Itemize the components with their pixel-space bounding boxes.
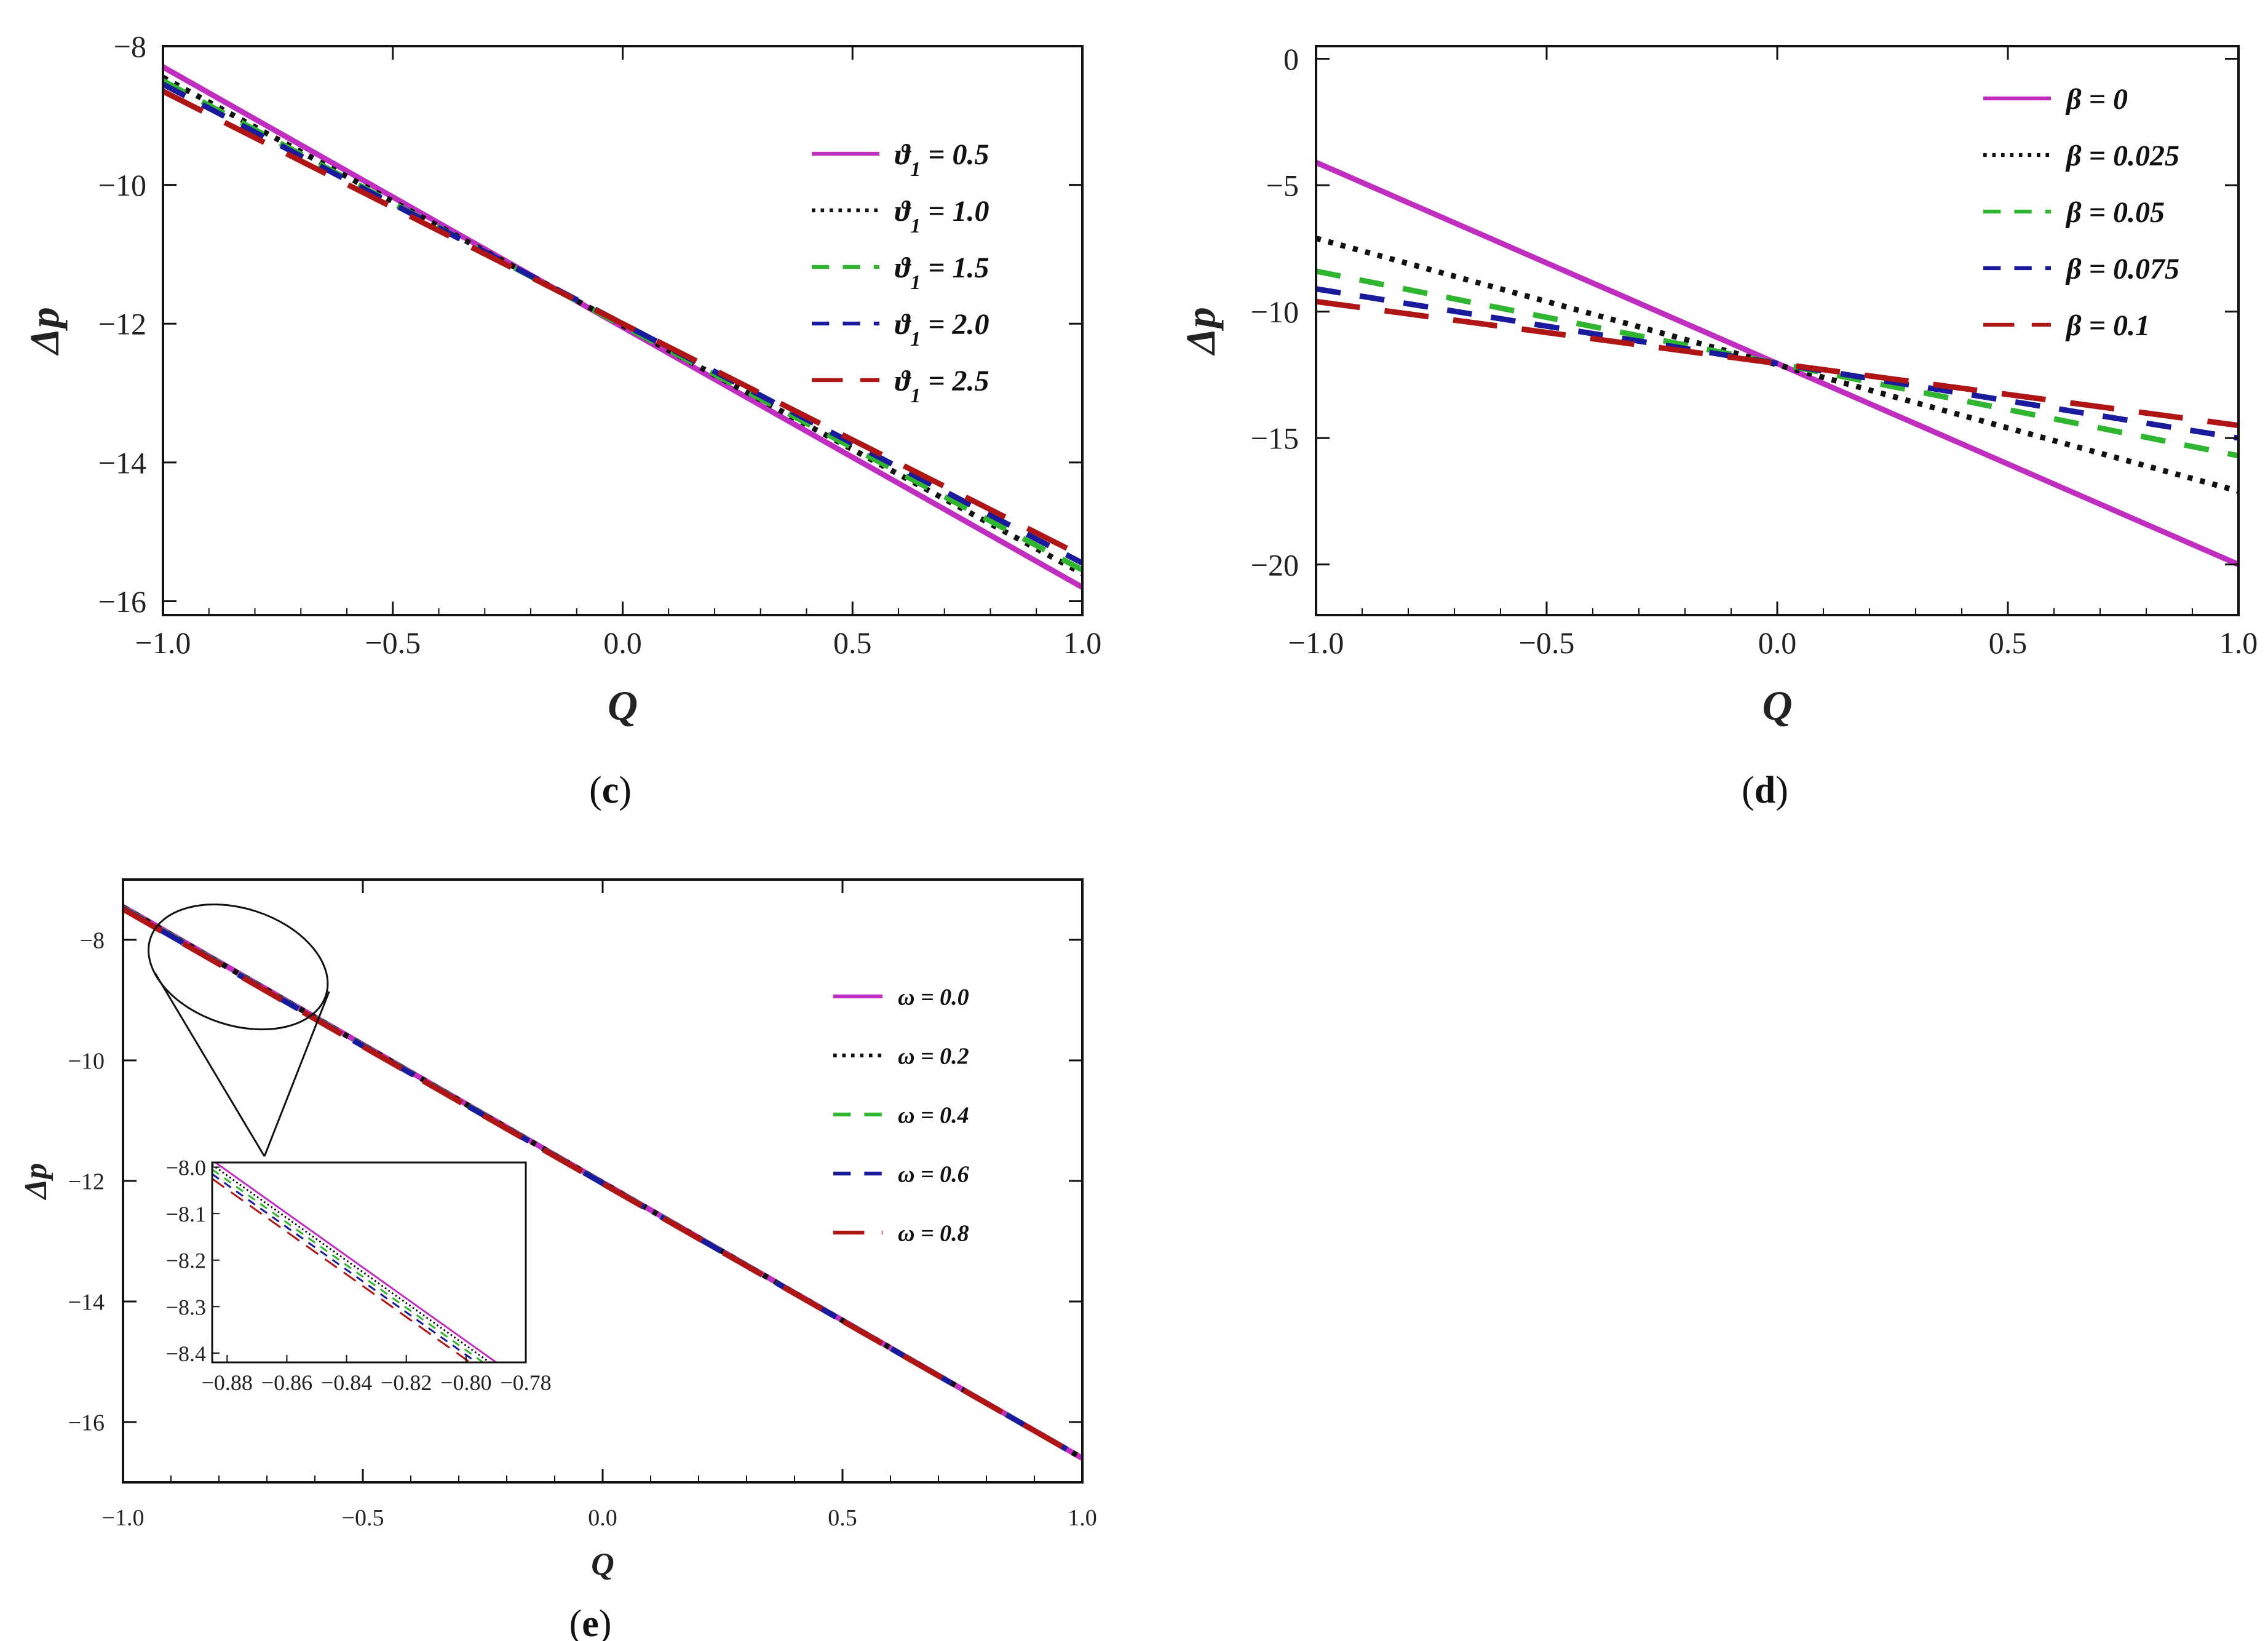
inset-series-line-3 bbox=[212, 1169, 485, 1362]
legend-label-5: ω = 0.8 bbox=[898, 1220, 969, 1246]
inset-x-tick-label: −0.84 bbox=[321, 1370, 372, 1395]
y-tick-label: 0 bbox=[1283, 42, 1299, 76]
legend-label-3: ϑ1 = 1.5 bbox=[895, 252, 989, 294]
x-tick-label: 1.0 bbox=[1063, 626, 1102, 660]
y-tick-label: −20 bbox=[1251, 547, 1299, 582]
x-tick-label: −0.5 bbox=[365, 626, 421, 660]
inset-y-tick-label: −8.4 bbox=[166, 1341, 206, 1366]
x-tick-label: −1.0 bbox=[135, 626, 191, 660]
chart-panel-c: −1.0 −0.5 0.0 0.5 1.0 −8 −10 −12 −14 −16 Q Δp ϑ1 = 0… bbox=[21, 30, 1101, 812]
legend-label-3: ω = 0.4 bbox=[898, 1102, 969, 1128]
inset-y-tick-label: −8.0 bbox=[166, 1156, 206, 1180]
legend-label-5: β = 0.1 bbox=[2065, 309, 2150, 342]
inset-x-tick-label: −0.80 bbox=[440, 1370, 491, 1395]
x-tick-label: 0.0 bbox=[1758, 626, 1797, 660]
inset-series-line-1 bbox=[213, 1162, 498, 1362]
legend-label-1: ω = 0.0 bbox=[898, 984, 969, 1010]
legend-label-1: ϑ1 = 0.5 bbox=[895, 138, 989, 181]
series-group bbox=[123, 904, 1082, 1461]
inset-series-line-2 bbox=[212, 1164, 491, 1362]
series-group bbox=[1316, 159, 2238, 567]
inset-series bbox=[212, 1162, 498, 1362]
x-tick-label: 0.5 bbox=[828, 1505, 857, 1531]
x-tick-label: 0.0 bbox=[588, 1505, 617, 1531]
y-axis-title: Δp bbox=[18, 1163, 54, 1201]
legend-label-5: ϑ1 = 2.5 bbox=[895, 365, 989, 407]
panel-label: (d) bbox=[1742, 769, 1788, 811]
inset-y-tick-label: −8.1 bbox=[166, 1202, 206, 1226]
series-line-5 bbox=[1316, 298, 2238, 429]
inset-x-tick-label: −0.78 bbox=[500, 1370, 551, 1395]
zoom-pointer-left bbox=[154, 972, 266, 1157]
inset-series-line-4 bbox=[212, 1173, 478, 1362]
x-tick-label: 0.5 bbox=[833, 626, 872, 660]
x-tick-label: 1.0 bbox=[1068, 1505, 1097, 1531]
x-tick-label: −0.5 bbox=[1519, 626, 1575, 660]
y-tick-label: −12 bbox=[98, 307, 146, 341]
series-line-4 bbox=[163, 82, 1082, 566]
y-tick-label: −5 bbox=[1266, 169, 1299, 203]
series-line-5 bbox=[163, 89, 1082, 559]
inset-series-line-5 bbox=[212, 1178, 472, 1362]
legend-label-2: ω = 0.2 bbox=[898, 1043, 969, 1069]
x-axis-title: Q bbox=[608, 682, 638, 729]
legend-label-4: ω = 0.6 bbox=[898, 1161, 969, 1187]
legend: β = 0 β = 0.025 β = 0.05 β = 0.075 β = 0.1 bbox=[1983, 83, 2179, 342]
series-line-4 bbox=[1316, 286, 2238, 441]
legend-label-3: β = 0.05 bbox=[2065, 196, 2165, 229]
inset-bg bbox=[212, 1162, 526, 1362]
y-tick-label: −10 bbox=[68, 1048, 105, 1074]
series-line-3 bbox=[1316, 268, 2238, 459]
y-tick-label: −14 bbox=[68, 1289, 105, 1315]
legend: ϑ1 = 0.5 ϑ1 = 1.0 ϑ1 = 1.5 ϑ1 = 2.0 ϑ1 = 2.5 bbox=[812, 138, 989, 407]
y-tick-label: −10 bbox=[1251, 295, 1299, 329]
legend-label-2: β = 0.025 bbox=[2065, 140, 2179, 172]
legend-label-4: β = 0.075 bbox=[2065, 253, 2179, 285]
y-tick-label: −8 bbox=[114, 30, 146, 64]
x-tick-label: −1.0 bbox=[102, 1505, 145, 1531]
series-line-5 bbox=[123, 907, 1082, 1461]
y-tick-label: −16 bbox=[98, 584, 146, 619]
series-group bbox=[163, 64, 1082, 590]
y-tick-label: −8 bbox=[80, 928, 105, 953]
inset-x-tick-label: −0.88 bbox=[202, 1370, 253, 1395]
x-tick-label: −1.0 bbox=[1288, 626, 1344, 660]
inset-y-tick-label: −8.2 bbox=[166, 1249, 206, 1273]
panel-label: (c) bbox=[589, 769, 632, 811]
x-tick-label: 1.0 bbox=[2219, 626, 2258, 660]
y-tick-label: −15 bbox=[1251, 421, 1299, 456]
inset-frame bbox=[211, 1161, 527, 1364]
zoom-pointer-right bbox=[263, 991, 330, 1157]
chart-panel-e: −1.0 −0.5 0.0 0.5 1.0 −8 −10 −12 −14 −16 Q Δp ω = 0.… bbox=[18, 878, 1097, 1641]
y-tick-label: −12 bbox=[68, 1169, 105, 1194]
inset-x-tick-label: −0.86 bbox=[261, 1370, 312, 1395]
series-line-4 bbox=[123, 906, 1082, 1461]
legend: ω = 0.0 ω = 0.2 ω = 0.4 ω = 0.6 ω = 0.8 bbox=[833, 984, 969, 1246]
y-tick-label: −16 bbox=[68, 1410, 105, 1436]
x-tick-label: −0.5 bbox=[342, 1505, 384, 1531]
inset-y-tick-label: −8.3 bbox=[166, 1295, 206, 1319]
y-axis-title: Δp bbox=[21, 307, 68, 356]
inset-x-tick-label: −0.82 bbox=[381, 1370, 432, 1395]
legend-label-2: ϑ1 = 1.0 bbox=[895, 195, 989, 237]
y-tick-label: −10 bbox=[98, 168, 146, 202]
panel-label: (e) bbox=[569, 1603, 612, 1641]
x-axis-title: Q bbox=[1762, 682, 1792, 729]
x-tick-label: 0.5 bbox=[1989, 626, 2028, 660]
inset-chart: −8.0 −8.1 −8.2 −8.3 −8.4 −0.88 −0.86 −0.84 −0.82… bbox=[148, 904, 552, 1395]
legend-label-1: β = 0 bbox=[2065, 83, 2128, 116]
y-axis-title: Δp bbox=[1177, 307, 1224, 356]
zoom-ellipse bbox=[148, 904, 329, 1031]
legend-label-4: ϑ1 = 2.0 bbox=[895, 308, 989, 351]
y-tick-label: −14 bbox=[98, 445, 146, 480]
x-axis-title: Q bbox=[591, 1547, 614, 1582]
x-tick-label: 0.0 bbox=[603, 626, 642, 660]
